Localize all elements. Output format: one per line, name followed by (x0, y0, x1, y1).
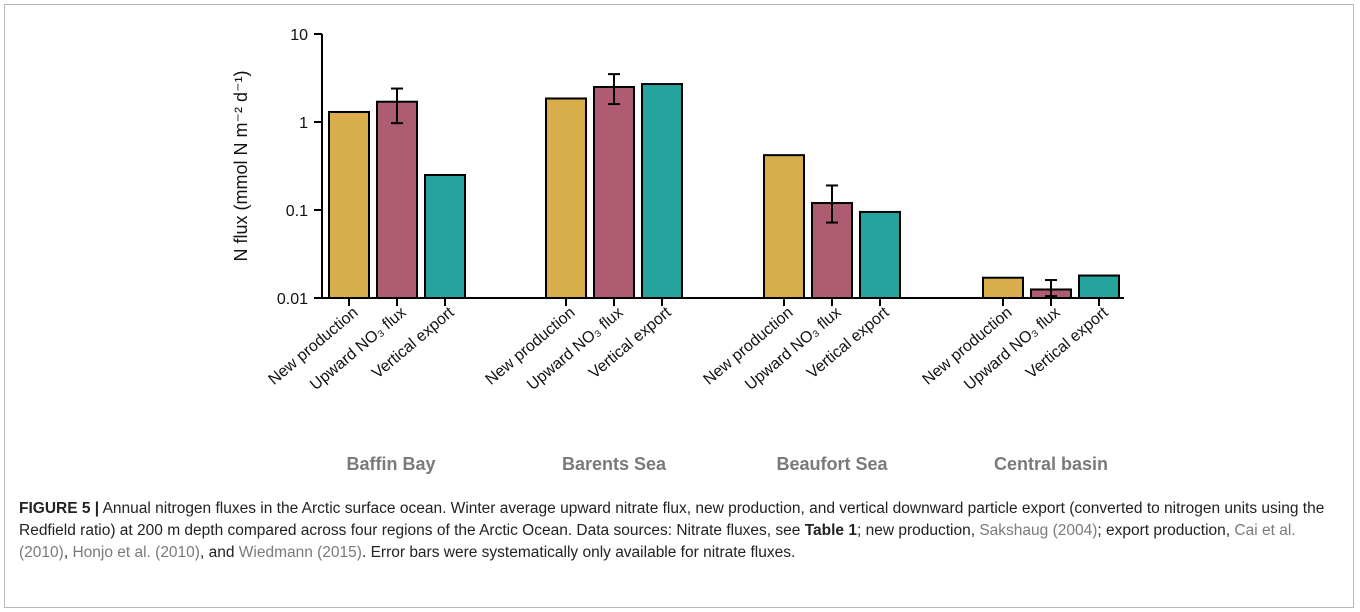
x-tick-label: Vertical export (1023, 304, 1112, 383)
bar (424, 173, 466, 299)
x-tick-label: Vertical export (369, 304, 458, 383)
bar (545, 97, 587, 299)
y-axis-label: N flux (mmol N m⁻² d⁻¹) (231, 71, 251, 262)
caption-text: , (63, 544, 73, 561)
caption-citation-link[interactable]: Wiedmann (2015) (238, 544, 362, 561)
x-tick-label: Vertical export (586, 304, 675, 383)
caption-text: , and (199, 544, 239, 561)
bar (763, 154, 805, 299)
caption-text: Annual nitrogen fluxes in the Arctic sur… (19, 500, 1325, 539)
caption-figure-number: FIGURE 5 | (19, 500, 100, 517)
y-tick-label: 0.01 (277, 291, 308, 308)
group-label: Baffin Bay (346, 454, 435, 474)
caption-text: ; export production, (1097, 522, 1235, 539)
bar (593, 85, 635, 299)
group-label: Central basin (994, 454, 1108, 474)
y-tick-label: 0.1 (286, 203, 308, 220)
caption-table-reference[interactable]: Table 1 (804, 522, 857, 539)
group-label: Barents Sea (562, 454, 667, 474)
y-tick-label: 10 (290, 27, 308, 44)
caption-citation-link[interactable]: Sakshaug (2004) (979, 522, 1098, 539)
figure-caption: FIGURE 5 | Annual nitrogen fluxes in the… (19, 498, 1344, 564)
bar (641, 83, 683, 299)
bar (328, 110, 370, 299)
x-tick-label: Vertical export (804, 304, 893, 383)
caption-text: ; new production, (856, 522, 980, 539)
bar (982, 276, 1024, 299)
caption-citation-link[interactable]: Cai et al. (2010) (19, 522, 1296, 561)
group-label: Beaufort Sea (776, 454, 888, 474)
bar (376, 100, 418, 300)
caption-text: . Error bars were systematically only av… (361, 544, 796, 561)
y-tick-label: 1 (299, 115, 308, 132)
bar (1078, 274, 1120, 299)
caption-citation-link[interactable]: Honjo et al. (2010) (72, 544, 200, 561)
bar (859, 210, 901, 300)
